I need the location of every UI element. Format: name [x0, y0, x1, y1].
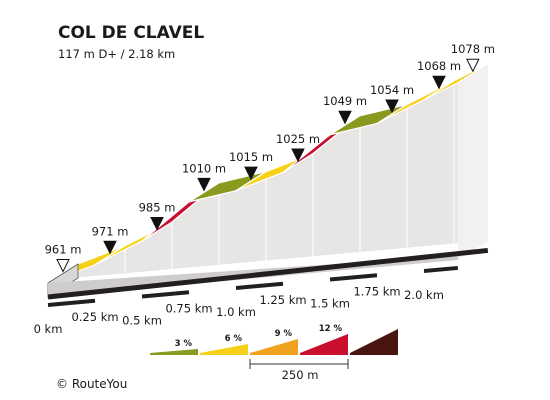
x-tick-label: 0.25 km	[71, 310, 118, 324]
x-axis-scale-bar	[329, 273, 378, 282]
altitude-label: 971 m	[92, 224, 129, 238]
x-tick-label: 2.0 km	[404, 288, 444, 302]
legend-label: 9 %	[275, 329, 293, 339]
legend-swatch	[350, 329, 398, 355]
legend-scale-label: 250 m	[282, 368, 319, 382]
altitude-label: 1015 m	[229, 150, 273, 164]
altitude-marker	[432, 75, 446, 90]
altitude-marker	[244, 166, 258, 181]
altitude-label: 1025 m	[276, 132, 320, 146]
x-axis-scale-bar	[235, 281, 284, 290]
altitude-marker	[291, 148, 305, 163]
legend-swatch	[250, 339, 298, 355]
x-axis-ticks: 0 km 0.25 km 0.5 km0.75 km 1.0 km1.25 km 1.5…	[34, 265, 459, 336]
gradient-segment-6-pct	[423, 63, 489, 101]
altitude-marker	[150, 217, 164, 231]
altitude-label: 1010 m	[182, 161, 226, 175]
legend-swatch	[150, 349, 198, 355]
x-tick-label: 1.75 km	[353, 284, 400, 298]
profile-wall-segment	[359, 103, 408, 254]
x-tick-label: 0 km	[34, 322, 63, 336]
legend-swatch	[200, 344, 248, 355]
x-axis-scale-bar	[47, 298, 96, 307]
profile-baseline	[47, 247, 489, 300]
profile-side-faces	[77, 62, 489, 279]
x-tick-label: 0.5 km	[122, 314, 162, 328]
altitude-marker	[103, 240, 117, 255]
altitude-label: 1049 m	[323, 94, 367, 108]
x-tick-label: 1.5 km	[310, 297, 350, 311]
profile-base	[47, 247, 489, 300]
altitude-label: 1078 m	[451, 42, 495, 56]
altitude-label: 961 m	[45, 243, 82, 257]
chart-title: COL DE CLAVEL	[58, 23, 204, 43]
altitude-marker	[197, 177, 211, 192]
altitude-marker	[338, 110, 352, 125]
gradient-legend: 3 % 6 % 9 % 12 % 250 m	[150, 324, 398, 382]
altitude-marker-hollow	[56, 259, 70, 273]
profile-end-wall	[457, 63, 488, 260]
altitude-label: 1068 m	[417, 59, 461, 73]
legend-label: 12 %	[319, 324, 343, 334]
legend-label: 3 %	[175, 339, 193, 349]
chart-subtitle: 117 m D+ / 2.18 km	[58, 47, 175, 61]
x-axis-scale-bar	[141, 290, 190, 299]
altitude-marker	[385, 99, 399, 114]
x-tick-label: 1.25 km	[259, 293, 306, 307]
altitude-label: 985 m	[139, 201, 176, 215]
x-tick-label: 0.75 km	[165, 301, 212, 315]
x-tick-label: 1.0 km	[216, 305, 256, 319]
routeyou-credit: © RouteYou	[56, 377, 127, 391]
legend-label: 6 %	[225, 334, 243, 344]
x-axis-scale-bar	[423, 265, 459, 273]
altitude-label: 1054 m	[370, 83, 414, 97]
profile-wall-segment	[406, 79, 455, 249]
profile-wall-segment	[124, 221, 173, 275]
altitude-marker-hollow	[466, 58, 480, 73]
legend-swatch	[300, 334, 348, 355]
profile-top-faces	[47, 63, 489, 284]
